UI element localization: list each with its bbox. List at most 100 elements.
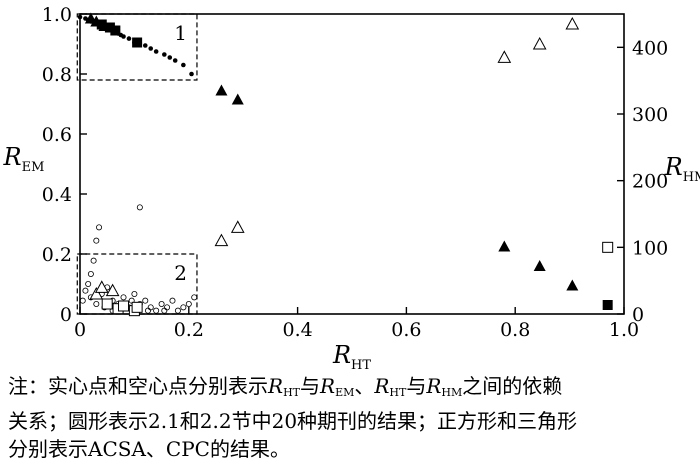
filled-square-point bbox=[132, 37, 143, 48]
x-tick-label: 0.4 bbox=[282, 319, 312, 341]
open-circle-point bbox=[79, 297, 86, 304]
open-circle-point bbox=[90, 257, 97, 264]
dashed-box-1 bbox=[76, 13, 198, 81]
y-left-axis-label: REM bbox=[3, 143, 45, 175]
open-circle-point bbox=[180, 304, 187, 311]
filled-triangle-point bbox=[533, 260, 546, 271]
y-left-tick-label: 0 bbox=[60, 304, 72, 326]
filled-circle-point bbox=[77, 14, 83, 20]
open-circle-point bbox=[185, 300, 192, 307]
scatter-chart: 12 0 0.2 0.4 0.6 0.8 1.000.20.40.60.81.001002… bbox=[3, 4, 700, 370]
y-left-label-sub: EM bbox=[22, 160, 45, 175]
y-left-tick-label: 0.2 bbox=[42, 244, 72, 266]
open-circle-point bbox=[136, 204, 143, 211]
x-tick-label: 0.2 bbox=[174, 319, 204, 341]
filled-triangle-point bbox=[98, 20, 111, 31]
x-tick-label: 0.8 bbox=[500, 319, 530, 341]
filled-circle-point bbox=[167, 55, 173, 60]
filled-circle-point bbox=[121, 34, 126, 39]
note-line-2: 关系；圆形表示2.1和2.2节中20种期刊的结果；正方形和三角形 bbox=[8, 409, 578, 433]
plot-frame bbox=[79, 13, 625, 315]
y-right-tick-label: 400 bbox=[632, 37, 668, 59]
open-circle-point bbox=[120, 294, 127, 301]
filled-circle-point bbox=[181, 62, 186, 68]
x-tick-label: 0 bbox=[74, 319, 86, 341]
y-left-tick-label: 0.6 bbox=[42, 124, 72, 146]
open-circle-point bbox=[191, 294, 198, 301]
note-r-ht-2: RHT bbox=[374, 374, 407, 399]
open-square-point bbox=[131, 301, 143, 313]
open-triangle-point bbox=[230, 220, 245, 233]
filled-triangle-point bbox=[215, 84, 228, 96]
filled-circle-point bbox=[189, 71, 194, 77]
y-left-label-main: R bbox=[3, 143, 22, 171]
open-square-point bbox=[602, 241, 614, 253]
open-circle-point bbox=[144, 307, 151, 314]
open-triangle-point bbox=[497, 50, 512, 63]
note-part-5: 之间的依赖 bbox=[462, 374, 563, 398]
note-r-hm: RHM bbox=[426, 374, 463, 399]
filled-triangle-point bbox=[90, 15, 103, 27]
note-line-3: 分别表示ACSA、CPC的结果。 bbox=[8, 437, 290, 461]
filled-circle-point bbox=[142, 43, 148, 48]
data-points bbox=[77, 12, 614, 317]
note-part-4: 与 bbox=[406, 374, 427, 398]
axis-ticks: 0 0.2 0.4 0.6 0.8 1.000.20.40.60.81.001002003… bbox=[42, 4, 668, 341]
y-right-tick-label: 300 bbox=[632, 104, 668, 126]
open-circle-point bbox=[147, 304, 154, 311]
open-triangle-point bbox=[94, 280, 109, 293]
filled-square-point bbox=[602, 300, 613, 310]
open-circle-point bbox=[164, 304, 171, 311]
open-circle-point bbox=[85, 280, 92, 287]
open-triangle-point bbox=[532, 36, 547, 50]
box-label-1: 1 bbox=[174, 21, 187, 45]
x-label-main: R bbox=[332, 341, 351, 369]
open-square-point bbox=[118, 300, 130, 312]
open-triangle-point bbox=[89, 286, 104, 300]
y-right-label-main: R bbox=[664, 153, 683, 181]
filled-circle-point bbox=[148, 46, 154, 51]
open-circle-point bbox=[169, 297, 176, 304]
open-circle-point bbox=[158, 300, 165, 307]
note-part-1: 注：实心点和空心点分别表示 bbox=[8, 374, 268, 398]
note-part-2: 与 bbox=[300, 374, 320, 398]
y-right-axis-label: RHM bbox=[664, 153, 700, 185]
plot-area-border bbox=[79, 13, 625, 315]
filled-triangle-point bbox=[566, 279, 579, 291]
filled-circle-point bbox=[126, 36, 132, 41]
open-circle-point bbox=[153, 307, 160, 314]
open-circle-point bbox=[142, 297, 149, 304]
y-left-tick-label: 0.4 bbox=[42, 184, 72, 206]
note-r-em: REM bbox=[320, 374, 355, 399]
filled-square-point bbox=[96, 19, 107, 30]
open-circle-point bbox=[174, 307, 181, 314]
open-circle-point bbox=[161, 307, 168, 314]
open-circle-point bbox=[87, 270, 94, 277]
open-triangle-point bbox=[565, 16, 580, 30]
filled-square-point bbox=[110, 25, 121, 36]
open-square-point bbox=[101, 298, 113, 310]
x-label-sub: HT bbox=[351, 358, 371, 370]
x-tick-label: 1.0 bbox=[609, 319, 639, 341]
note-line-1: 注：实心点和空心点分别表示RHT与REM、RHT与RHM之间的依赖 bbox=[8, 372, 692, 407]
dashed-region-boxes: 12 bbox=[76, 13, 198, 315]
filled-triangle-point bbox=[231, 93, 244, 105]
dashed-box-2 bbox=[76, 253, 198, 315]
filled-circle-point bbox=[172, 58, 178, 63]
note-r-ht-1: RHT bbox=[268, 374, 300, 399]
filled-circle-point bbox=[153, 49, 159, 54]
box-label-2: 2 bbox=[174, 261, 187, 285]
open-circle-point bbox=[93, 237, 100, 244]
filled-square-point bbox=[104, 22, 115, 33]
filled-triangle-point bbox=[498, 240, 511, 252]
y-right-tick-label: 100 bbox=[632, 237, 668, 259]
open-circle-point bbox=[82, 287, 89, 294]
open-triangle-point bbox=[214, 233, 229, 247]
y-left-tick-label: 0.8 bbox=[42, 64, 72, 86]
y-right-label-sub: HM bbox=[683, 170, 700, 185]
note-part-3: 、 bbox=[354, 374, 375, 398]
open-circle-point bbox=[93, 300, 100, 307]
open-triangle-point bbox=[105, 283, 120, 297]
figure-note: 注：实心点和空心点分别表示RHT与REM、RHT与RHM之间的依赖 关系；圆形表… bbox=[8, 372, 692, 463]
y-right-tick-label: 200 bbox=[632, 171, 668, 193]
